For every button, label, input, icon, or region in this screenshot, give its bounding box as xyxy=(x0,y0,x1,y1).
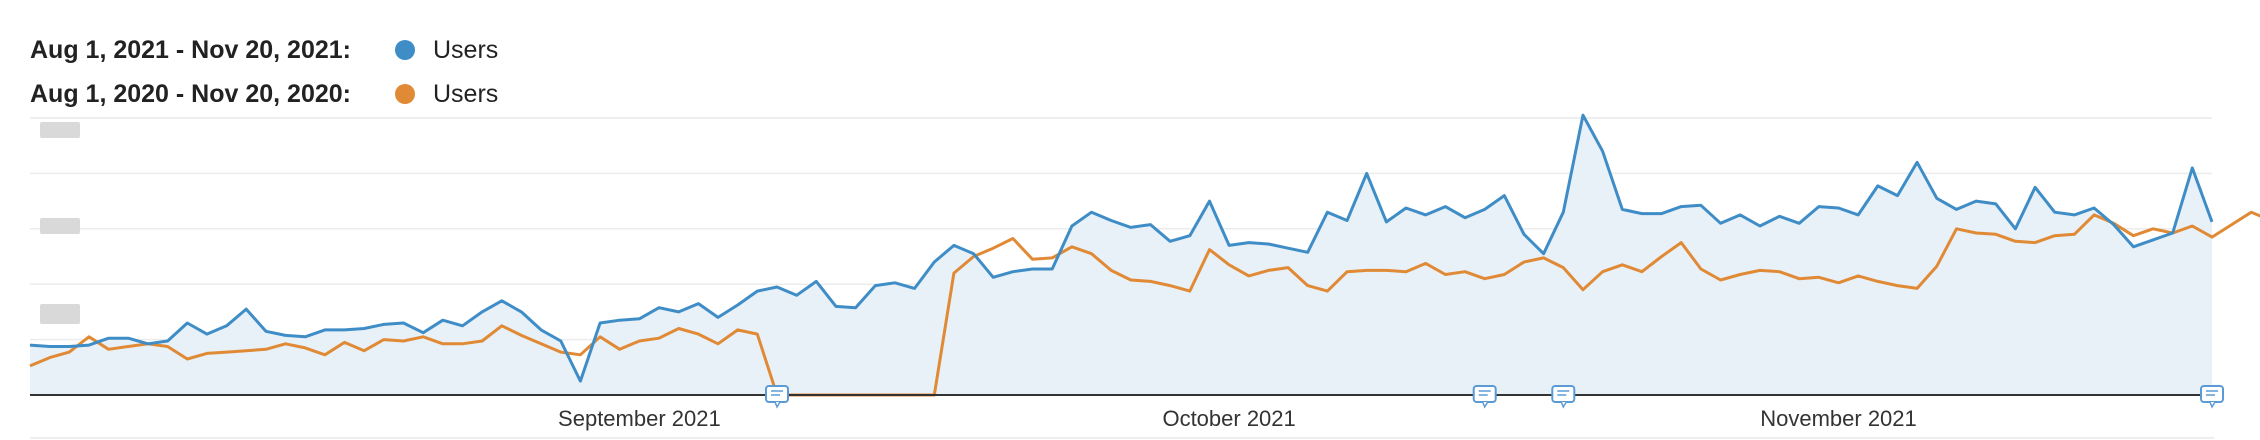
legend-item-previous[interactable]: Aug 1, 2020 - Nov 20, 2020: Users xyxy=(30,72,498,116)
annotation-icon xyxy=(2200,385,2224,403)
x-axis-tick-labels: September 2021 October 2021 November 2021 xyxy=(558,406,1917,431)
x-tick-label: September 2021 xyxy=(558,406,721,431)
y-tick-label-redacted xyxy=(40,122,80,138)
legend-range-current: Aug 1, 2021 - Nov 20, 2021: xyxy=(30,35,351,64)
annotation-marker[interactable] xyxy=(765,385,789,409)
annotation-marker[interactable] xyxy=(1551,385,1576,409)
annotation-icon xyxy=(1551,385,1576,403)
annotation-marker[interactable] xyxy=(2200,385,2224,409)
legend-series-current: Users xyxy=(433,35,499,64)
y-tick-label-redacted xyxy=(40,304,80,324)
legend: Aug 1, 2021 - Nov 20, 2021: Users Aug 1,… xyxy=(30,28,498,116)
series-lines[interactable] xyxy=(29,113,2260,397)
y-axis-tick-labels-redacted xyxy=(40,122,80,324)
x-tick-label: October 2021 xyxy=(1162,406,1295,431)
x-tick-label: November 2021 xyxy=(1760,406,1917,431)
series-line-previous[interactable] xyxy=(29,210,2260,397)
x-axis xyxy=(30,394,2214,439)
annotation-markers[interactable] xyxy=(765,385,2224,409)
annotation-icon xyxy=(1472,385,1497,403)
annotation-icon-tail xyxy=(1482,401,1489,409)
legend-series-previous: Users xyxy=(433,79,499,108)
legend-dot-current xyxy=(395,40,415,60)
current-series-area xyxy=(30,115,2212,395)
annotation-icon-tail xyxy=(1560,401,1567,409)
annotation-icon xyxy=(765,385,789,403)
annotation-marker[interactable] xyxy=(1472,385,1497,409)
legend-dot-previous xyxy=(395,84,415,104)
area-fill-current xyxy=(30,115,2212,395)
annotation-icon-tail xyxy=(2209,401,2216,409)
series-line-current[interactable] xyxy=(29,113,2214,383)
y-tick-label-redacted xyxy=(40,218,80,234)
annotation-icon-tail xyxy=(774,401,781,409)
legend-range-previous: Aug 1, 2020 - Nov 20, 2020: xyxy=(30,79,351,108)
legend-item-current[interactable]: Aug 1, 2021 - Nov 20, 2021: Users xyxy=(30,28,498,72)
